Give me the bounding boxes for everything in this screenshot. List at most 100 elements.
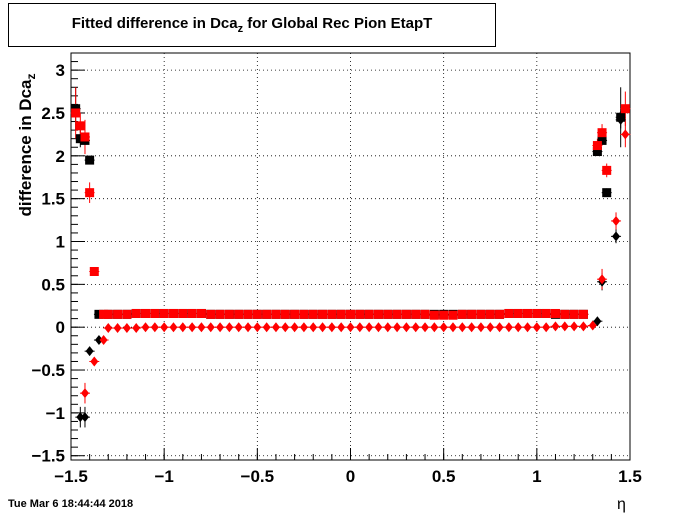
diamond-marker bbox=[458, 322, 467, 333]
square-marker bbox=[150, 308, 160, 318]
square-marker bbox=[71, 108, 81, 118]
square-marker bbox=[476, 309, 486, 319]
diamond-marker bbox=[299, 322, 308, 333]
axes bbox=[70, 52, 631, 461]
diamond-marker bbox=[411, 322, 420, 333]
diamond-marker bbox=[150, 322, 159, 333]
square-marker bbox=[252, 309, 262, 319]
square-marker bbox=[141, 308, 151, 318]
diamond-marker bbox=[504, 322, 513, 333]
tick-labels: −1.5 −1 −0.5 0 0.5 1 1.5 −1.5 −1 −0.5 0 0.5 1 1.5 2 2.5… bbox=[31, 61, 641, 486]
square-marker bbox=[224, 309, 234, 319]
square-marker bbox=[75, 134, 85, 144]
diamond-marker bbox=[579, 321, 588, 332]
y-axis-label: difference in Dcaz bbox=[15, 73, 39, 217]
diamond-marker bbox=[160, 322, 169, 333]
diamond-marker bbox=[514, 322, 523, 333]
square-marker bbox=[355, 309, 365, 319]
square-marker bbox=[168, 308, 178, 318]
diamond-marker bbox=[365, 322, 374, 333]
square-marker bbox=[271, 309, 281, 319]
square-marker bbox=[299, 309, 309, 319]
diamond-marker bbox=[132, 323, 141, 334]
diamond-marker bbox=[80, 412, 89, 423]
square-marker bbox=[448, 310, 458, 320]
square-marker bbox=[392, 309, 402, 319]
y-tick-label: 0.5 bbox=[41, 275, 65, 294]
diamond-marker bbox=[612, 231, 621, 242]
y-axis-label-subscript: z bbox=[24, 73, 39, 80]
square-marker bbox=[89, 266, 99, 276]
square-marker bbox=[196, 308, 206, 318]
square-marker bbox=[187, 308, 197, 318]
square-marker bbox=[280, 309, 290, 319]
x-tick-label: −1.5 bbox=[54, 467, 88, 486]
square-marker bbox=[513, 308, 523, 318]
y-tick-label: 1 bbox=[56, 233, 65, 252]
diamond-marker bbox=[169, 322, 178, 333]
square-marker bbox=[113, 309, 123, 319]
diamond-marker bbox=[188, 322, 197, 333]
diamond-marker bbox=[271, 322, 280, 333]
y-tick-label: 1.5 bbox=[41, 190, 65, 209]
diamond-marker bbox=[383, 322, 392, 333]
square-marker bbox=[620, 104, 630, 114]
diamond-marker bbox=[570, 321, 579, 332]
diamond-marker bbox=[104, 323, 113, 334]
diamond-marker bbox=[476, 322, 485, 333]
square-marker bbox=[429, 310, 439, 320]
diamond-marker bbox=[216, 322, 225, 333]
diamond-marker bbox=[290, 322, 299, 333]
x-tick-label: 1.5 bbox=[618, 467, 642, 486]
x-tick-label: 1 bbox=[532, 467, 541, 486]
diamond-marker bbox=[318, 322, 327, 333]
diamond-marker bbox=[486, 322, 495, 333]
diamond-marker bbox=[551, 321, 560, 332]
data-points bbox=[71, 104, 630, 423]
square-marker bbox=[602, 165, 612, 175]
diamond-marker bbox=[337, 322, 346, 333]
square-marker bbox=[336, 309, 346, 319]
square-marker bbox=[401, 309, 411, 319]
square-marker bbox=[592, 147, 602, 157]
square-marker bbox=[206, 309, 216, 319]
diamond-marker bbox=[616, 114, 625, 125]
diamond-marker bbox=[621, 129, 630, 140]
square-marker bbox=[103, 309, 113, 319]
x-tick-label: −1 bbox=[154, 467, 173, 486]
diamond-marker bbox=[560, 321, 569, 332]
square-marker bbox=[504, 308, 514, 318]
square-marker bbox=[346, 309, 355, 319]
diamond-marker bbox=[439, 322, 448, 333]
square-marker bbox=[318, 309, 328, 319]
square-marker bbox=[467, 309, 477, 319]
square-marker bbox=[597, 128, 607, 138]
y-tick-label: 2 bbox=[56, 147, 65, 166]
square-marker bbox=[550, 308, 560, 318]
diamond-marker bbox=[141, 322, 150, 333]
x-axis-label: η bbox=[617, 496, 626, 513]
chart-title: Fitted difference in Dcaz for Global Rec… bbox=[9, 15, 495, 35]
diamond-marker bbox=[99, 335, 108, 346]
square-marker bbox=[420, 309, 430, 319]
square-marker bbox=[373, 309, 383, 319]
diamond-marker bbox=[206, 322, 215, 333]
square-marker bbox=[262, 309, 272, 319]
y-tick-label: 2.5 bbox=[41, 104, 65, 123]
diamond-marker bbox=[281, 322, 290, 333]
square-marker bbox=[243, 309, 253, 319]
diamond-marker bbox=[85, 346, 94, 357]
diamond-marker bbox=[523, 322, 532, 333]
diamond-marker bbox=[593, 316, 602, 327]
y-tick-label: 3 bbox=[56, 61, 65, 80]
square-marker bbox=[495, 309, 505, 319]
square-marker bbox=[439, 310, 449, 320]
square-marker bbox=[94, 309, 104, 319]
diamond-marker bbox=[393, 322, 402, 333]
x-tick-label: −0.5 bbox=[241, 467, 275, 486]
diamond-marker bbox=[244, 322, 253, 333]
y-tick-label: −1 bbox=[46, 404, 65, 423]
diamond-marker bbox=[90, 356, 99, 367]
diamond-marker bbox=[421, 322, 430, 333]
